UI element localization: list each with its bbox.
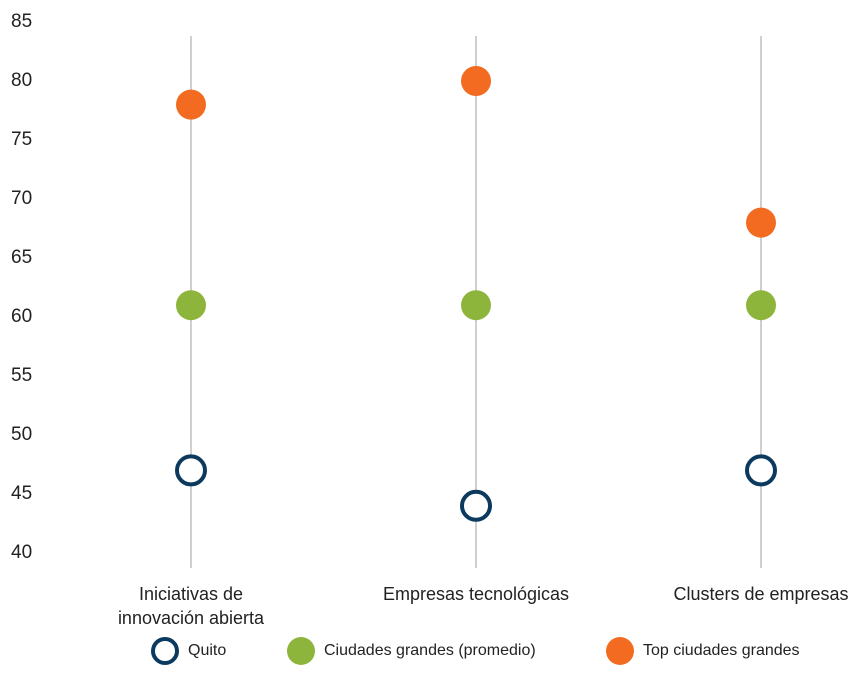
marker-quito <box>460 489 492 522</box>
x-axis-category-labels: Iniciativas de innovación abierta Empresas… <box>118 584 849 628</box>
y-tick-label: 70 <box>11 188 32 209</box>
y-tick-label: 60 <box>11 306 32 327</box>
y-tick-label: 80 <box>11 70 32 91</box>
x-category-label-line: Empresas tecnológicas <box>383 584 569 604</box>
y-axis-tick-labels: 40 45 50 55 60 65 70 75 80 85 <box>11 11 32 563</box>
legend-item-quito: Quito <box>150 636 226 666</box>
x-category-label-line: innovación abierta <box>118 608 265 628</box>
y-tick-label: 75 <box>11 129 32 150</box>
marker-ciudades-grandes <box>746 290 776 321</box>
x-category-label: Clusters de empresas <box>673 584 848 604</box>
data-markers <box>175 66 777 522</box>
y-tick-label: 40 <box>11 542 32 563</box>
y-tick-label: 45 <box>11 483 32 504</box>
legend-swatch-ciudades-grandes-icon <box>287 637 315 665</box>
legend-item-top-ciudades: Top ciudades grandes <box>605 636 800 666</box>
marker-ciudades-grandes <box>461 290 491 321</box>
y-tick-label: 65 <box>11 247 32 268</box>
marker-top-ciudades <box>746 207 776 238</box>
legend-label-quito: Quito <box>188 642 227 659</box>
x-category-label-line: Iniciativas de <box>139 584 243 604</box>
legend-label-ciudades-grandes: Ciudades grandes (promedio) <box>324 642 536 659</box>
y-tick-label: 50 <box>11 424 32 445</box>
x-category-label: Empresas tecnológicas <box>383 584 569 604</box>
legend-swatch-top-ciudades-icon <box>606 637 634 665</box>
y-tick-label: 55 <box>11 365 32 386</box>
legend: Quito Ciudades grandes (promedio) Top ci… <box>0 636 867 666</box>
x-category-label-line: Clusters de empresas <box>673 584 848 604</box>
y-tick-label: 85 <box>11 11 32 32</box>
legend-item-ciudades-grandes: Ciudades grandes (promedio) <box>286 636 536 666</box>
marker-quito <box>175 454 207 487</box>
legend-swatch-quito-icon <box>151 637 179 665</box>
marker-top-ciudades <box>461 66 491 96</box>
x-category-label: Iniciativas de innovación abierta <box>118 584 265 628</box>
marker-quito <box>745 454 777 487</box>
marker-ciudades-grandes <box>176 290 206 321</box>
legend-label-top-ciudades: Top ciudades grandes <box>643 642 800 659</box>
dot-plot-chart: 40 45 50 55 60 65 70 75 80 85 Iniciativas de innov… <box>11 11 849 628</box>
marker-top-ciudades <box>176 89 206 120</box>
